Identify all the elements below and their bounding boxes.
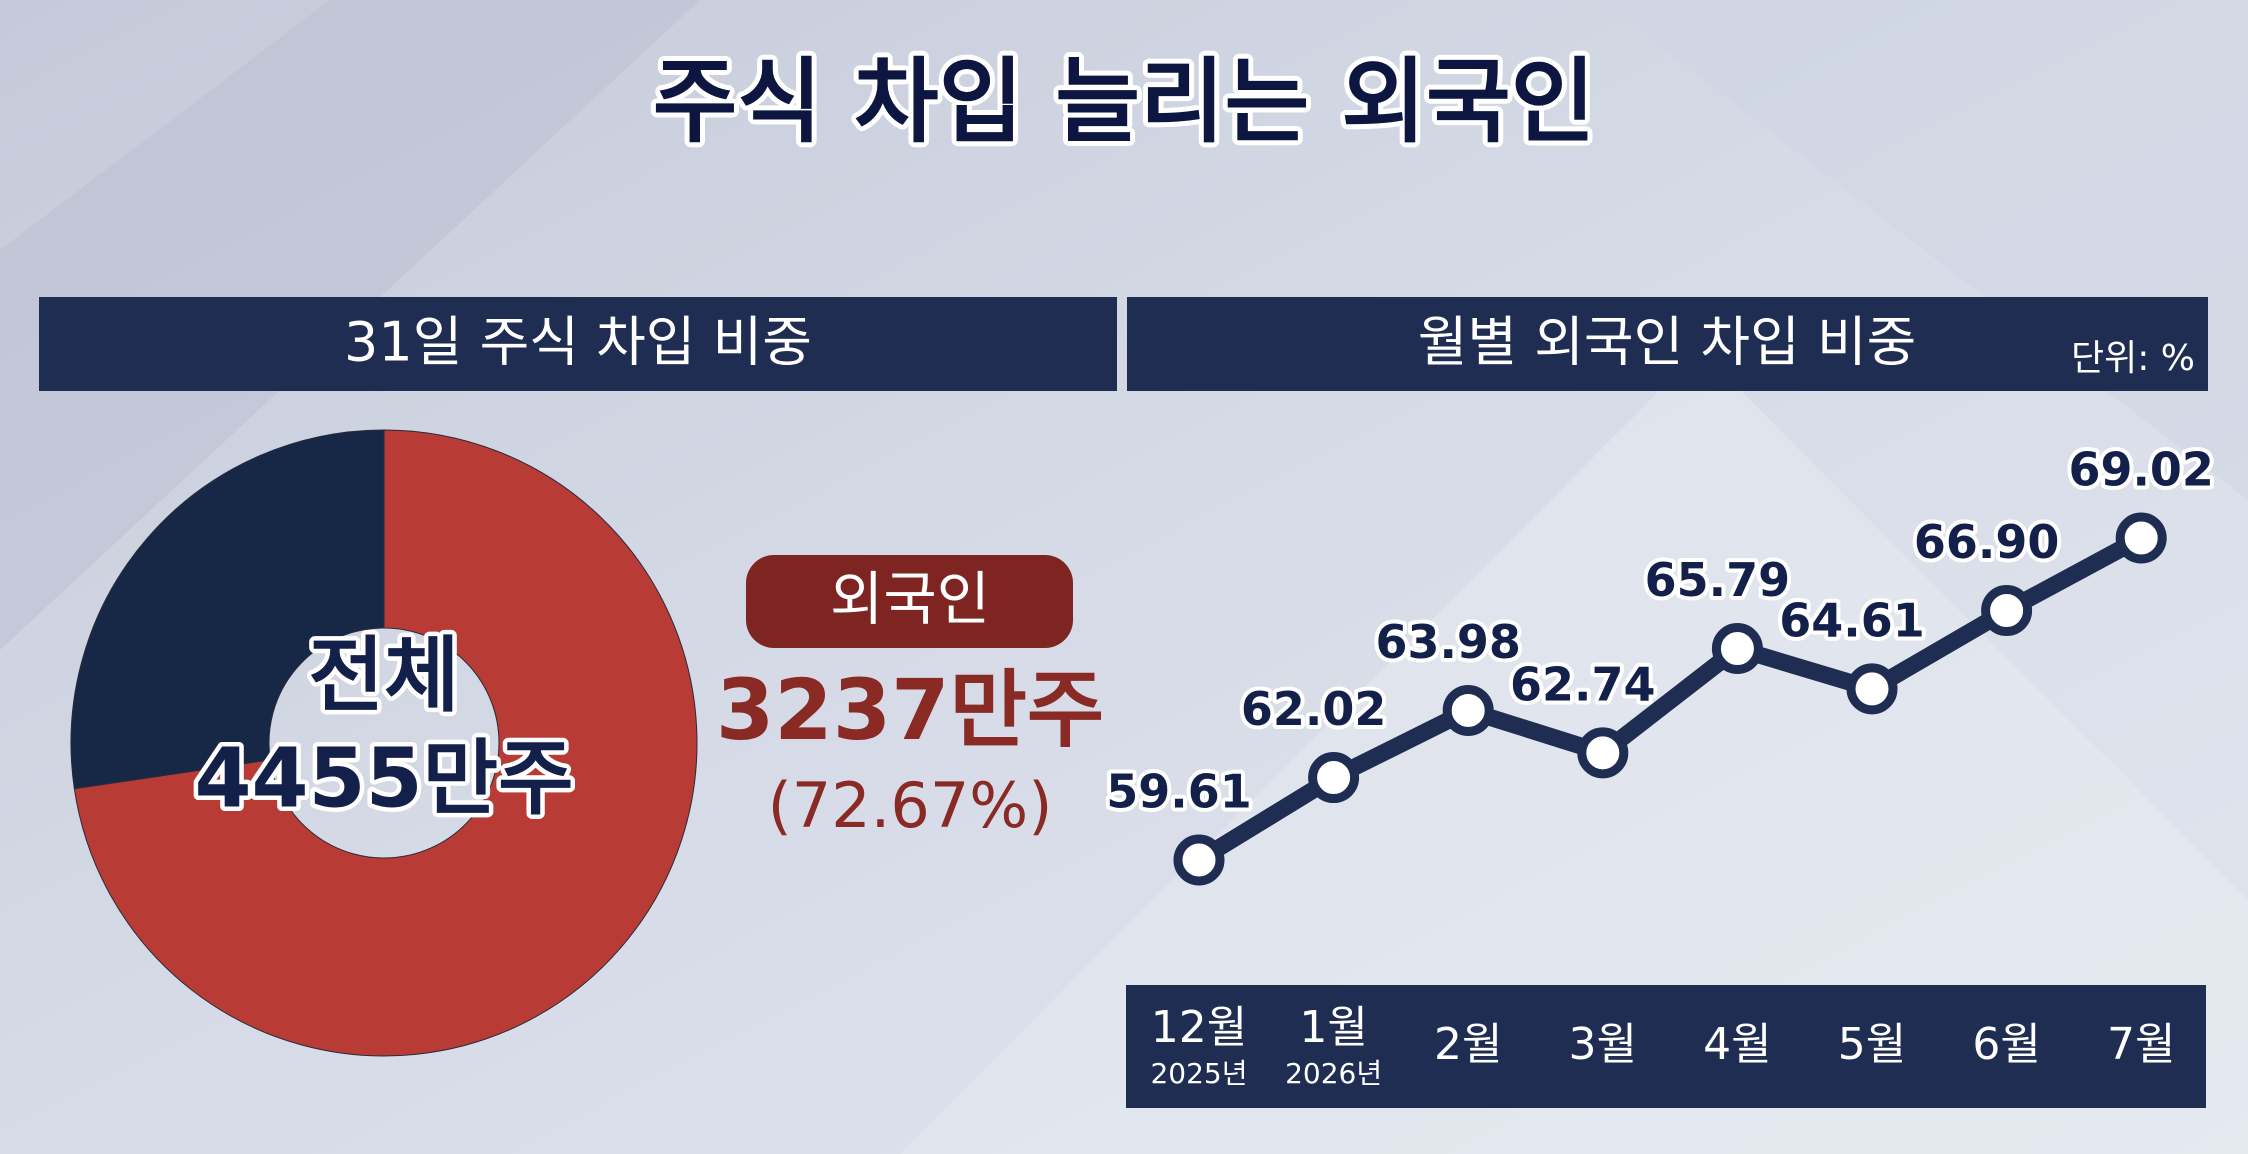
point (1981, 585, 2033, 637)
value-label: 62.74 (1510, 657, 1656, 711)
line-chart: 59.61 12월 2025년 62.02 1월 2026년 63.98 2월 62.74 3월 6… (1102, 439, 2218, 1091)
x-tick-label: 3월 (1569, 1019, 1637, 1070)
category-bar (1126, 985, 2206, 1108)
panel-title: 31일 주식 차입 비중 (344, 311, 812, 374)
x-tick-label: 6월 (1972, 1019, 2040, 1070)
value-label: 69.02 (2068, 443, 2214, 497)
x-tick-sublabel: 2025년 (1150, 1057, 1247, 1090)
x-tick-sublabel: 2026년 (1285, 1057, 1382, 1090)
point (1173, 834, 1225, 886)
unit-label: 단위: % (2071, 338, 2195, 379)
x-tick-label: 5월 (1838, 1019, 1906, 1070)
x-tick-label: 12월 (1151, 1002, 1247, 1053)
share-label: (72.67%) (768, 769, 1053, 842)
amount: 3237만주 (716, 661, 1104, 759)
badge (746, 555, 1073, 648)
point (1308, 752, 1360, 804)
x-tick-label: 1월 (1299, 1002, 1367, 1053)
header-bar (39, 297, 1117, 391)
donut-slice (70, 429, 385, 790)
panel-title: 월별 외국인 차입 비중 (1418, 311, 1917, 374)
point (2115, 512, 2167, 564)
x-tick-label: 2월 (1434, 1019, 1502, 1070)
donut-slice (73, 429, 698, 1057)
point (1846, 663, 1898, 715)
value-label: 65.79 (1645, 553, 1791, 607)
point (1442, 684, 1494, 736)
value-label: 66.90 (1914, 515, 2060, 569)
value-label: 62.02 (1241, 682, 1387, 736)
point (1577, 727, 1629, 779)
center-value: 4455만주 (194, 731, 573, 826)
donut-chart (70, 429, 698, 1057)
header-bar (1127, 297, 2208, 391)
point (1711, 623, 1763, 675)
value-label: 63.98 (1375, 615, 1521, 669)
title: 주식 차입 늘리는 외국인 (653, 48, 1596, 155)
value-label: 64.61 (1779, 593, 1925, 647)
value-label: 59.61 (1106, 765, 1252, 819)
x-tick-label: 7월 (2107, 1019, 2175, 1070)
center-title: 전체 (309, 628, 460, 723)
badge-label: 외국인 (830, 565, 990, 633)
x-tick-label: 4월 (1703, 1019, 1771, 1070)
